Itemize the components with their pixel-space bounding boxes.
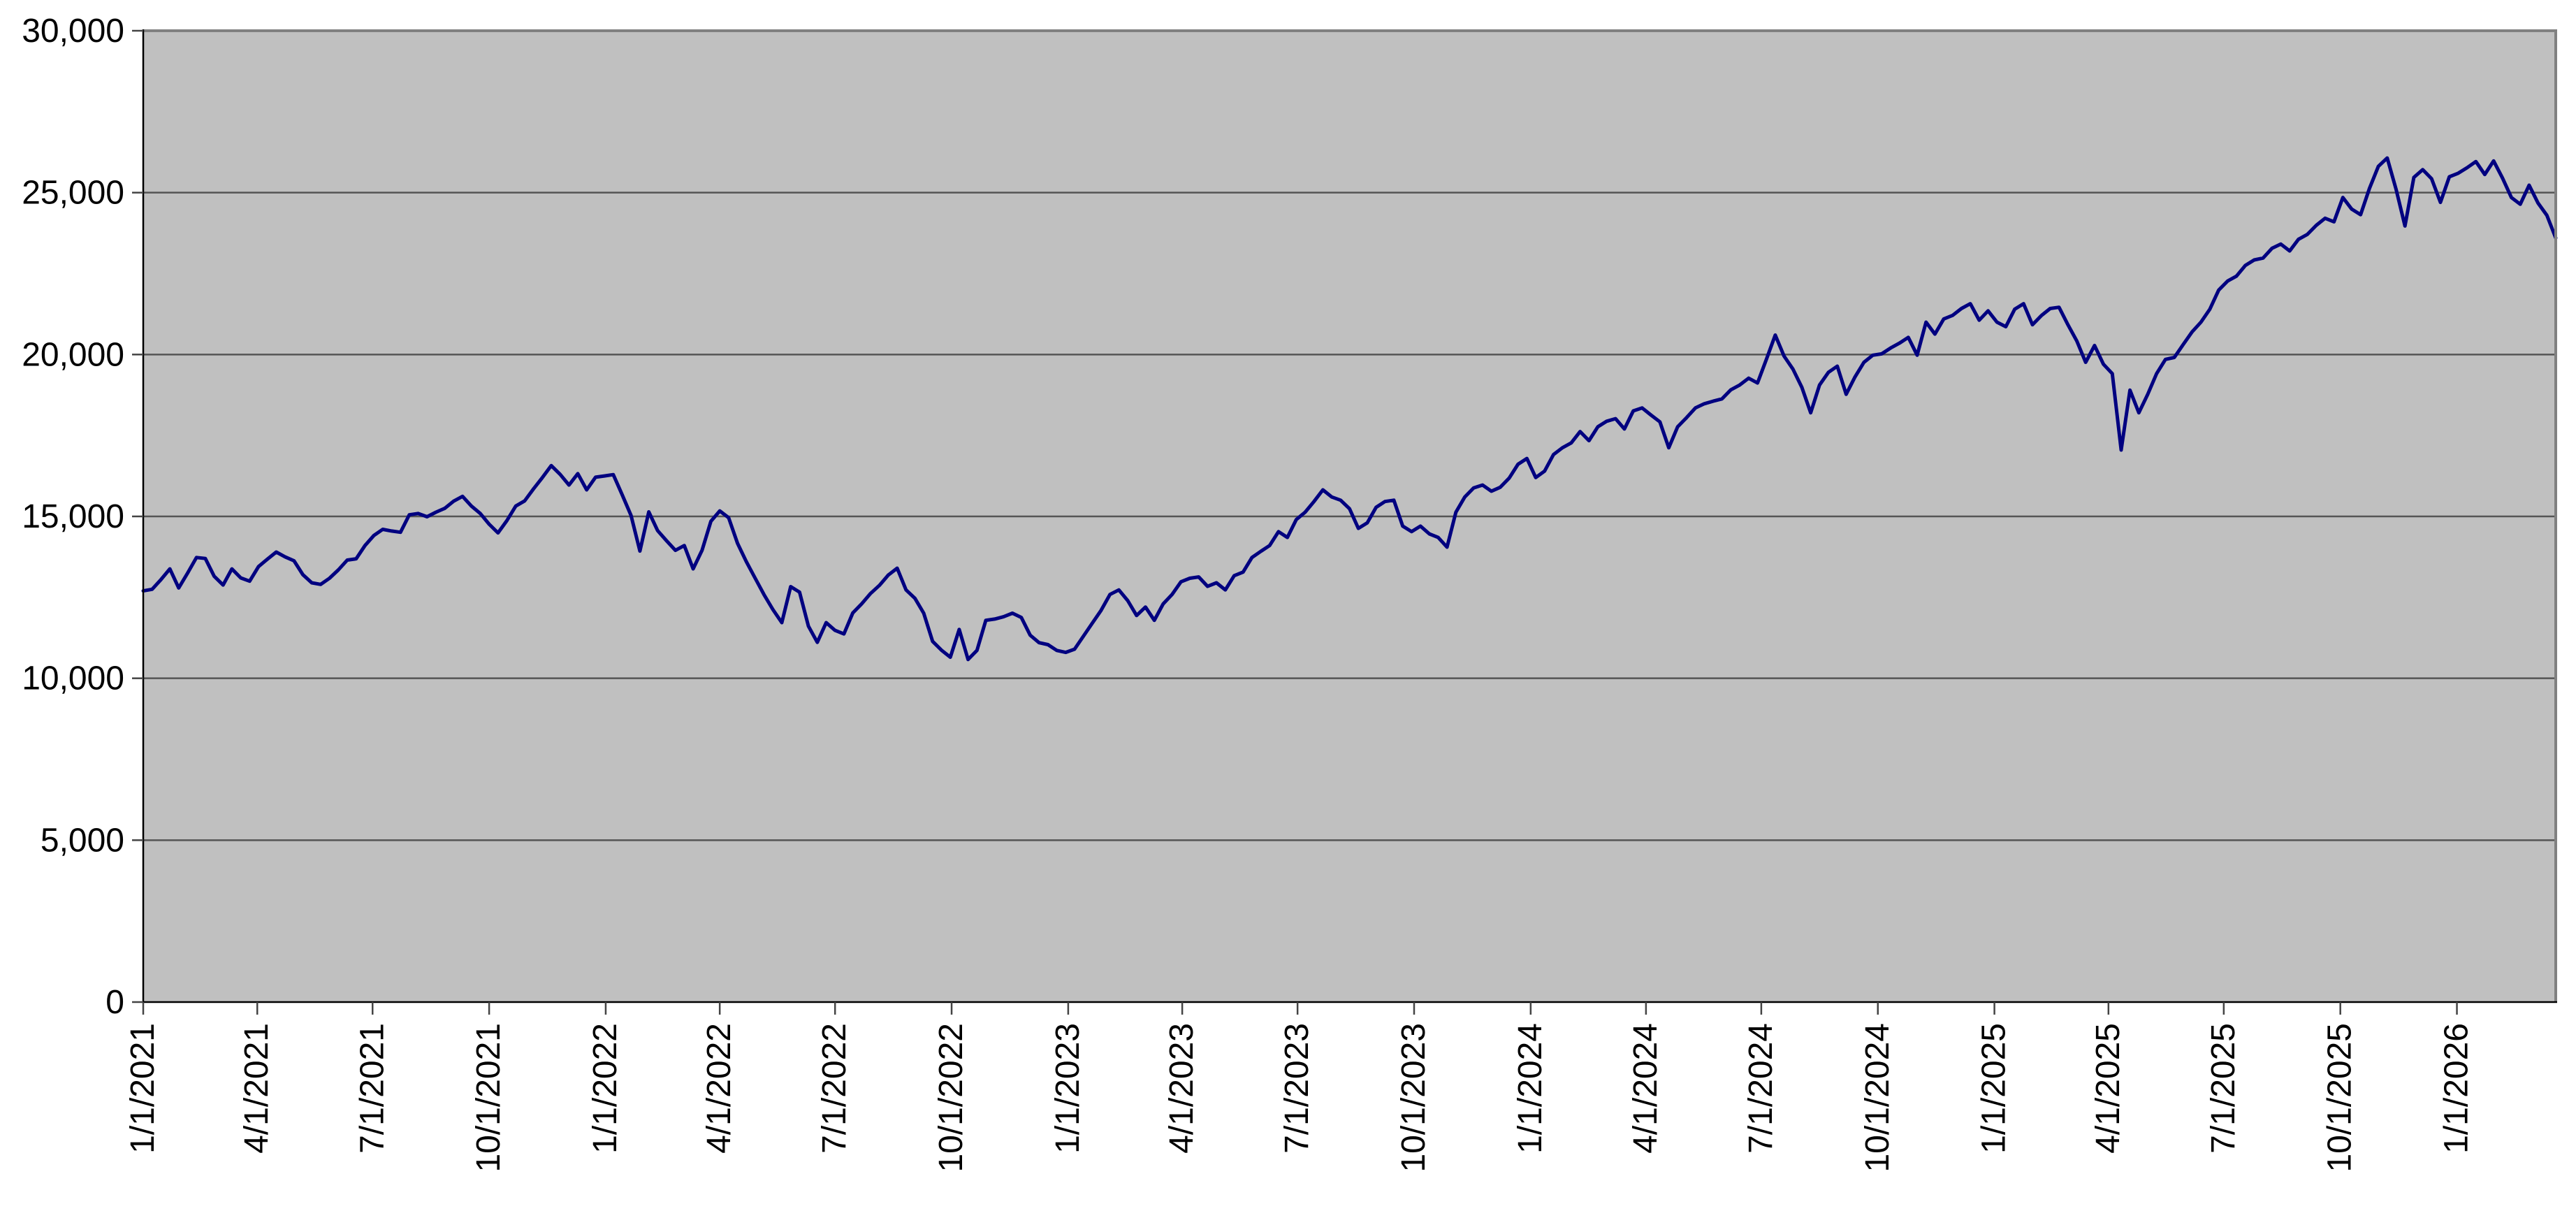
y-axis-labels: 0 5,000 10,000 15,000 20,000 25,000 30,000 — [22, 13, 124, 1021]
data-series-line — [141, 156, 2558, 662]
x-axis-label: 1/1/2025 — [1976, 1023, 2013, 1154]
x-axis-label: 10/1/2022 — [933, 1023, 970, 1173]
x-axis-label: 4/1/2022 — [701, 1023, 738, 1154]
y-axis-label: 20,000 — [22, 336, 124, 373]
y-axis-label: 15,000 — [22, 498, 124, 535]
y-axis-label: 25,000 — [22, 175, 124, 212]
x-axis-ticks — [142, 1002, 2458, 1015]
x-axis-label: 4/1/2021 — [238, 1023, 275, 1154]
x-axis-label: 7/1/2022 — [816, 1023, 853, 1154]
x-axis-labels: 1/1/2021 4/1/2021 7/1/2021 10/1/2021 1/1/202… — [124, 1023, 2475, 1173]
x-axis-label: 7/1/2025 — [2205, 1023, 2242, 1154]
y-axis-label: 30,000 — [22, 13, 124, 50]
x-axis-label: 4/1/2024 — [1627, 1023, 1664, 1154]
x-axis-label: 7/1/2024 — [1742, 1023, 1780, 1154]
x-axis-label: 10/1/2024 — [1859, 1023, 1896, 1173]
x-axis-label: 1/1/2026 — [2438, 1023, 2475, 1154]
x-axis-label: 4/1/2025 — [2090, 1023, 2127, 1154]
x-axis-label: 10/1/2025 — [2322, 1023, 2359, 1173]
x-axis-label: 4/1/2023 — [1163, 1023, 1200, 1154]
x-axis-label: 10/1/2021 — [470, 1023, 507, 1173]
gridlines-group — [143, 191, 2556, 841]
y-axis-ticks — [132, 29, 143, 1003]
plot-border-group — [143, 29, 2557, 1002]
x-axis-label: 1/1/2022 — [587, 1023, 624, 1154]
y-axis-label: 0 — [105, 984, 124, 1021]
series-group — [141, 156, 2558, 662]
x-axis-label: 1/1/2021 — [124, 1023, 161, 1154]
x-axis-label: 10/1/2023 — [1395, 1023, 1432, 1173]
x-axis-label: 7/1/2021 — [354, 1023, 391, 1154]
y-axis-label: 10,000 — [22, 660, 124, 697]
x-axis-label: 7/1/2023 — [1279, 1023, 1316, 1154]
x-axis-label: 1/1/2024 — [1512, 1023, 1549, 1154]
x-axis-label: 1/1/2023 — [1049, 1023, 1086, 1154]
y-axis-label: 5,000 — [41, 822, 124, 859]
